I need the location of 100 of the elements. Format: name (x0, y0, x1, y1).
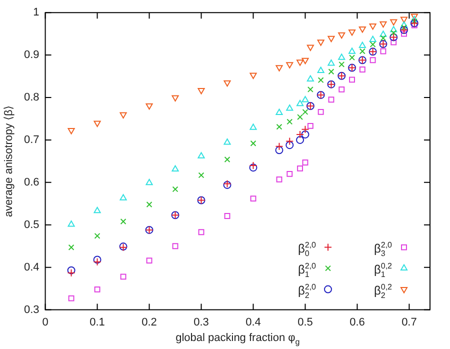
point (120, 194, 127, 200)
point (369, 36, 376, 42)
point (276, 65, 283, 72)
point (250, 72, 257, 80)
point (380, 30, 387, 37)
point (296, 130, 304, 138)
point (349, 54, 355, 61)
point (296, 100, 304, 106)
point (172, 95, 179, 102)
y-tick-label: 0.5 (24, 218, 40, 231)
point (286, 118, 293, 125)
point (146, 258, 152, 264)
point (276, 176, 282, 182)
point (358, 42, 366, 48)
y-tick-label: 0.7 (24, 134, 40, 146)
x-tick-label: 0 (42, 316, 48, 328)
point (67, 266, 76, 274)
point (297, 165, 304, 172)
point (302, 58, 309, 64)
point (338, 86, 345, 92)
point (250, 196, 256, 202)
point (369, 24, 376, 30)
point (120, 218, 126, 224)
point (302, 108, 308, 115)
point (370, 57, 376, 64)
point (276, 124, 282, 130)
point (359, 66, 366, 72)
point (338, 54, 346, 60)
point (276, 108, 283, 116)
point (411, 18, 418, 24)
y-axis-title: average anisotropy ⟨β⟩ (3, 105, 15, 217)
point (400, 16, 408, 23)
point (349, 76, 355, 83)
point (380, 21, 387, 28)
point (296, 60, 304, 66)
point (68, 295, 74, 302)
y-tick-label: 0.9 (24, 49, 40, 62)
point (297, 114, 304, 120)
point (318, 77, 324, 84)
point (146, 178, 153, 186)
point (172, 186, 178, 192)
point (301, 130, 310, 138)
point (338, 32, 346, 39)
point (380, 35, 386, 42)
point (307, 86, 314, 92)
point (249, 161, 258, 170)
point (286, 170, 293, 177)
point (224, 156, 230, 162)
point (390, 19, 398, 26)
point (198, 229, 204, 236)
point (338, 61, 345, 68)
point (301, 125, 310, 134)
point (306, 44, 314, 51)
x-tick-label: 0.2 (142, 316, 157, 328)
point (172, 165, 179, 172)
x-tick-label: 0.4 (246, 316, 261, 328)
point (307, 122, 314, 129)
point (224, 212, 230, 219)
point (275, 146, 284, 154)
point (302, 160, 308, 166)
x-tick-label: 0.5 (298, 316, 313, 328)
point (400, 21, 408, 28)
point (120, 112, 127, 118)
y-tick-label: 0.4 (24, 261, 40, 274)
point (296, 136, 304, 144)
x-tick-label: 0.6 (350, 316, 365, 328)
point (224, 138, 231, 145)
point (146, 202, 152, 208)
point (317, 40, 324, 46)
point (286, 137, 294, 146)
point (390, 30, 397, 36)
point (94, 232, 100, 239)
point (306, 75, 314, 82)
point (198, 88, 205, 94)
point (250, 124, 257, 130)
y-tick-label: 0.8 (24, 92, 40, 104)
point (328, 68, 334, 75)
point (172, 243, 178, 250)
point (286, 141, 294, 150)
point (120, 274, 126, 280)
point (401, 30, 407, 37)
point (410, 14, 418, 20)
point (359, 48, 366, 54)
x-tick-label: 0.1 (90, 316, 105, 328)
x-tick-label: 0.3 (194, 316, 209, 328)
point (328, 36, 335, 42)
point (286, 62, 294, 68)
point (318, 108, 324, 115)
point (390, 39, 397, 46)
point (146, 103, 153, 110)
y-tick-label: 0.3 (24, 304, 40, 316)
point (68, 128, 75, 134)
point (68, 220, 75, 227)
point (224, 80, 231, 87)
point (348, 29, 356, 36)
point (94, 120, 101, 127)
point (390, 26, 398, 32)
point (198, 152, 205, 158)
point (250, 140, 256, 146)
point (198, 172, 204, 178)
